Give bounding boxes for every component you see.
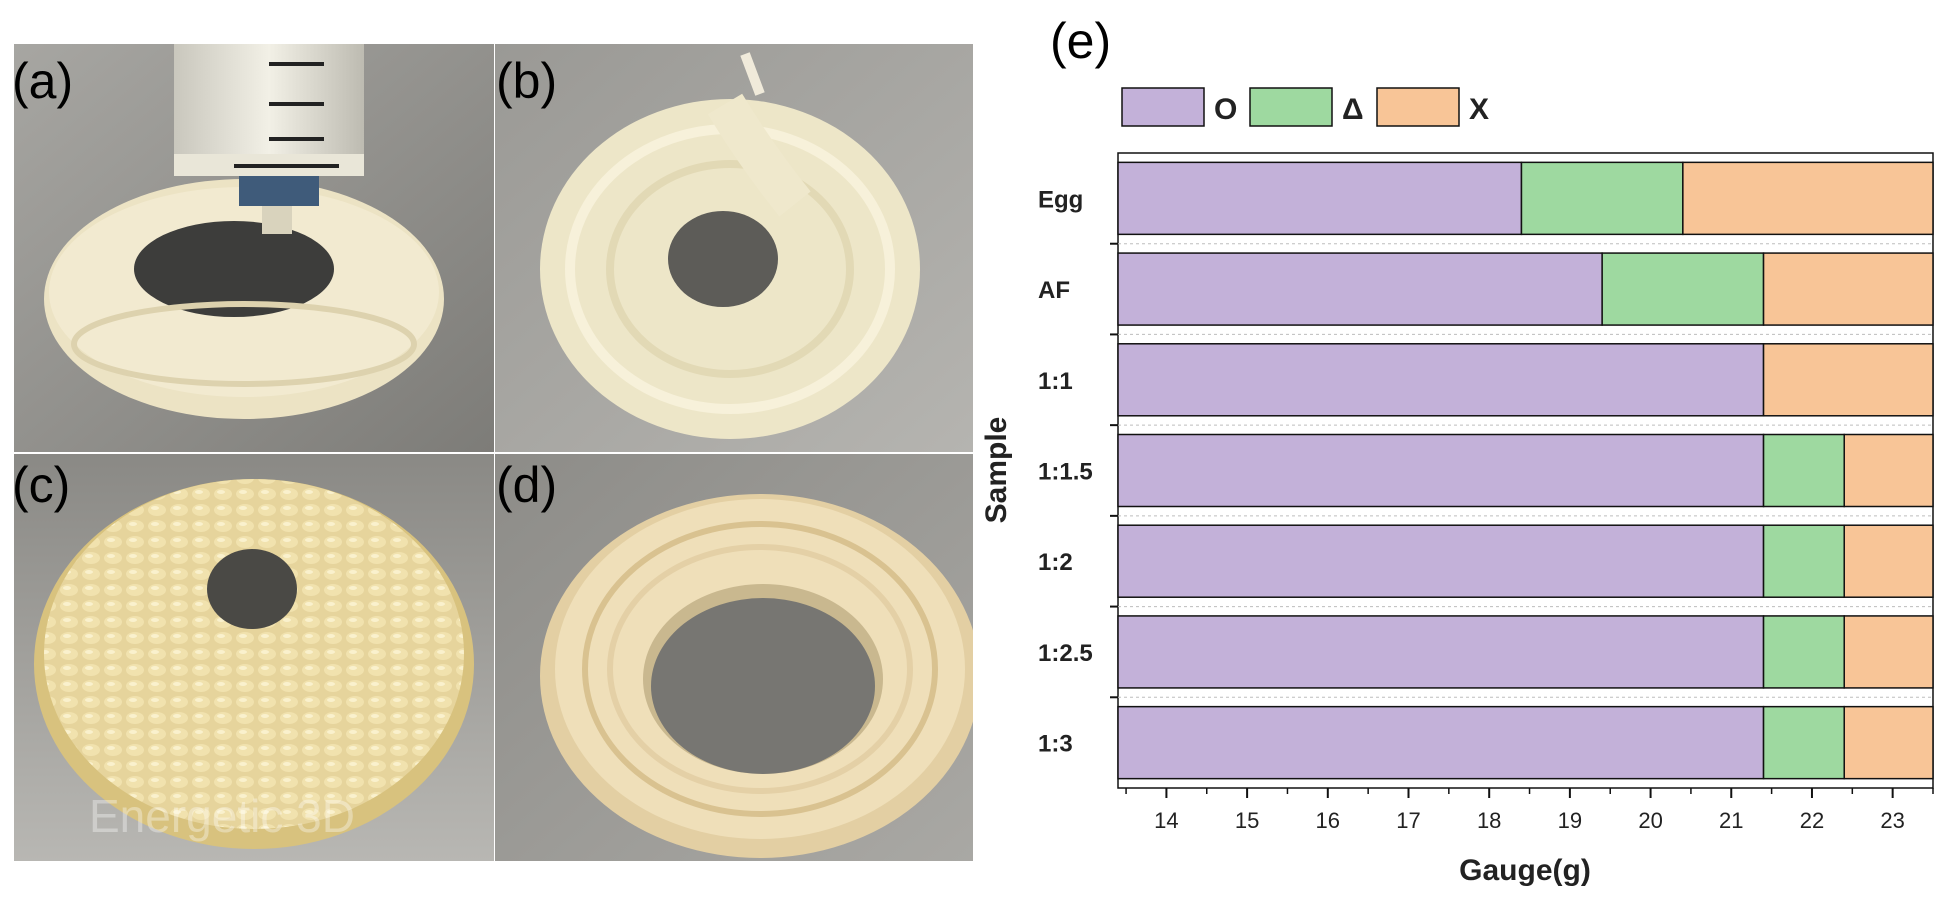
legend-label-delta: Δ <box>1342 93 1364 126</box>
panel-label-a: (a) <box>12 53 74 109</box>
photo-b <box>495 44 973 452</box>
x-tick-label-19: 19 <box>1558 808 1582 833</box>
panel-label-b: (b) <box>496 53 558 109</box>
x-tick-label-21: 21 <box>1719 808 1743 833</box>
bar-1-1-x <box>1762 343 1934 417</box>
bar-1-2-delta <box>1762 524 1845 598</box>
panel-label-e: (e) <box>1050 13 1112 69</box>
x-tick-label-18: 18 <box>1477 808 1501 833</box>
legend-label-x: X <box>1469 93 1489 126</box>
x-tick-label-17: 17 <box>1396 808 1420 833</box>
category-label-1-3: 1:3 <box>1038 731 1073 758</box>
bar-1-2-x <box>1843 524 1934 598</box>
photo-d <box>495 454 973 861</box>
x-tick-label-23: 23 <box>1880 808 1904 833</box>
category-label-1-1-5: 1:1.5 <box>1038 459 1093 486</box>
legend-swatch-delta <box>1249 87 1333 127</box>
bar-1-1-5-delta <box>1762 433 1845 508</box>
bar-1-2-5-o <box>1117 615 1765 689</box>
bar-1-3-delta <box>1762 705 1845 780</box>
bar-1-1-5-o <box>1117 433 1765 508</box>
category-label-1-2-5: 1:2.5 <box>1038 640 1093 667</box>
bar-1-3-x <box>1843 705 1934 780</box>
bar-1-1-o <box>1117 343 1765 417</box>
category-label-1-1: 1:1 <box>1038 368 1073 395</box>
category-label-1-2: 1:2 <box>1038 549 1073 576</box>
bar-egg-o <box>1117 161 1523 236</box>
legend-swatch-x <box>1376 87 1460 127</box>
bar-af-x <box>1762 252 1934 326</box>
bar-1-2-5-x <box>1843 615 1934 689</box>
x-tick-label-20: 20 <box>1638 808 1662 833</box>
panel-label-d: (d) <box>496 457 558 513</box>
category-label-egg: Egg <box>1038 186 1083 213</box>
bar-af-delta <box>1601 252 1765 326</box>
x-axis-label: Gauge(g) <box>1459 854 1591 887</box>
legend-label-o: O <box>1214 93 1237 126</box>
category-labels: Egg AF 1:1 1:1.5 1:2 1:2.5 1:3 <box>1038 186 1093 757</box>
photo-c: Energetic 3D <box>14 454 494 861</box>
bar-1-2-5-delta <box>1762 615 1845 689</box>
x-axis: 14 15 16 17 18 19 20 21 22 23 <box>1125 788 1934 833</box>
x-tick-label-15: 15 <box>1235 808 1259 833</box>
x-tick-label-22: 22 <box>1800 808 1824 833</box>
y-axis-label: Sample <box>980 417 1013 524</box>
bar-af-o <box>1117 252 1603 326</box>
bar-egg-x <box>1682 161 1934 236</box>
photo-c-watermark: Energetic 3D <box>89 790 355 842</box>
bar-egg-delta <box>1520 161 1684 236</box>
category-label-af: AF <box>1038 277 1070 304</box>
bar-1-3-o <box>1117 705 1765 780</box>
x-tick-label-14: 14 <box>1154 808 1178 833</box>
bar-1-1-5-x <box>1843 433 1934 508</box>
x-tick-label-16: 16 <box>1316 808 1340 833</box>
legend-swatch-o <box>1121 87 1205 127</box>
panel-label-c: (c) <box>12 457 71 513</box>
bars <box>1117 161 1934 780</box>
photo-a <box>14 44 494 452</box>
bar-1-2-o <box>1117 524 1765 598</box>
